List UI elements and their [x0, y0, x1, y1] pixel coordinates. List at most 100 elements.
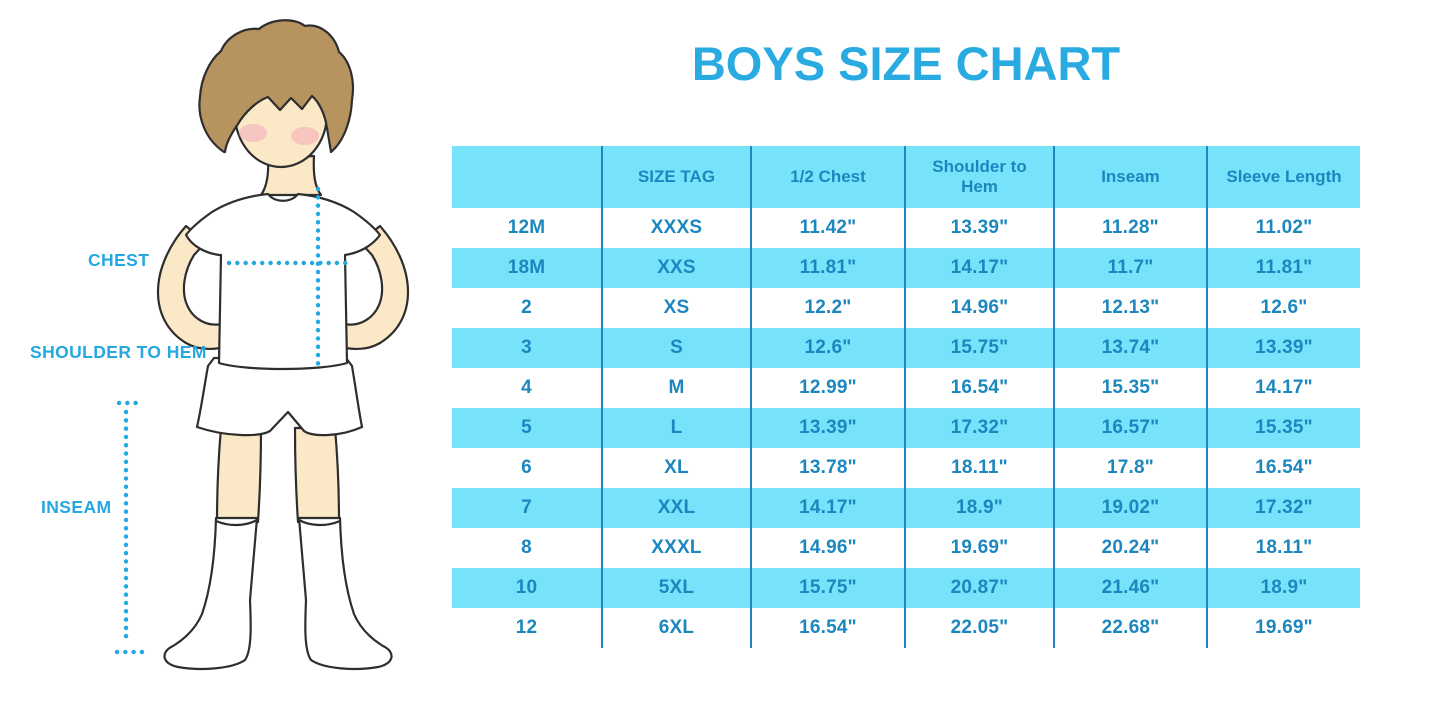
- table-cell: 17.8": [1055, 448, 1208, 488]
- table-row: 18M XXS 11.81" 14.17" 11.7" 11.81": [452, 248, 1360, 288]
- boy-left-leg: [215, 426, 263, 524]
- boy-shorts: [195, 356, 364, 437]
- table-cell: 19.69": [1255, 617, 1313, 638]
- table-cell: XXXL: [603, 528, 752, 568]
- table-row: 12M XXXS 11.42" 13.39" 11.28" 11.02": [452, 208, 1360, 248]
- table-cell: 14.96": [906, 288, 1055, 328]
- measurement-lines: [114, 186, 349, 655]
- size-cell: 7: [452, 488, 603, 528]
- boy-left-sock-cuff: [214, 518, 259, 527]
- table-cell: M: [603, 368, 752, 408]
- size-cell: 18M: [452, 248, 603, 288]
- table-row: 7 XXL 14.17" 18.9" 19.02" 17.32": [452, 488, 1360, 528]
- column-header: Sleeve Length: [1226, 166, 1342, 186]
- header-row: SIZE TAG 1/2 Chest Shoulder to Hem Inseam Sl…: [452, 146, 1360, 208]
- table-row: 12 6XL 16.54" 22.05" 22.68" 19.69": [452, 608, 1360, 648]
- table-cell: 18.11": [1255, 537, 1313, 558]
- table-cell: 17.32": [906, 408, 1055, 448]
- page-title: BOYS SIZE CHART: [691, 37, 1121, 90]
- table-cell: 14.96": [752, 528, 906, 568]
- table-cell: XS: [603, 288, 752, 328]
- boy-blush: [239, 124, 319, 145]
- column-header: [452, 146, 603, 208]
- column-header: Shoulder to Hem: [906, 146, 1055, 208]
- table-cell: 15.75": [752, 568, 906, 608]
- table-cell: 11.7": [1055, 248, 1208, 288]
- table-cell: 18.9": [906, 488, 1055, 528]
- table-cell: 16.57": [1055, 408, 1208, 448]
- size-table-header: SIZE TAG 1/2 Chest Shoulder to Hem Inseam Sl…: [452, 146, 1360, 208]
- size-cell: 12: [452, 608, 603, 648]
- table-cell: 16.54": [906, 368, 1055, 408]
- table-row: 5 L 13.39" 17.32" 16.57" 15.35": [452, 408, 1360, 448]
- table-row: 2 XS 12.2" 14.96" 12.13" 12.6": [452, 288, 1360, 328]
- size-cell: 12M: [452, 208, 603, 248]
- size-cell: 8: [452, 528, 603, 568]
- table-cell: 15.35": [1055, 368, 1208, 408]
- table-cell: 5XL: [603, 568, 752, 608]
- table-cell: XXS: [603, 248, 752, 288]
- boy-illustration: [114, 19, 410, 671]
- table-cell: S: [603, 328, 752, 368]
- size-cell: 10: [452, 568, 603, 608]
- table-cell: 17.32": [1255, 497, 1313, 518]
- table-cell: 14.17": [906, 248, 1055, 288]
- table-cell: 12.2": [752, 288, 906, 328]
- table-cell: 11.28": [1055, 208, 1208, 248]
- table-cell: 11.42": [752, 208, 906, 248]
- table-cell: 11.81": [1255, 257, 1313, 278]
- table-cell: L: [603, 408, 752, 448]
- size-table: SIZE TAG 1/2 Chest Shoulder to Hem Inseam Sl…: [452, 146, 1360, 648]
- boy-right-sock: [297, 516, 393, 671]
- chest-label: CHEST: [88, 250, 150, 270]
- table-cell: 12.13": [1055, 288, 1208, 328]
- table-cell: XXL: [603, 488, 752, 528]
- table-cell: XXXS: [603, 208, 752, 248]
- table-cell: 13.78": [752, 448, 906, 488]
- table-cell: 16.54": [1255, 457, 1313, 478]
- table-cell: 12.6": [752, 328, 906, 368]
- boy-left-sock: [163, 516, 259, 671]
- size-cell: 5: [452, 408, 603, 448]
- boy-right-arm: [342, 224, 410, 351]
- size-cell: 2: [452, 288, 603, 328]
- table-cell: 20.24": [1055, 528, 1208, 568]
- table-cell: 14.17": [752, 488, 906, 528]
- table-cell: 19.69": [906, 528, 1055, 568]
- column-header: Inseam: [1055, 146, 1208, 208]
- table-cell: 6XL: [603, 608, 752, 648]
- size-cell: 4: [452, 368, 603, 408]
- size-table-body: 12M XXXS 11.42" 13.39" 11.28" 11.02" 18M XXS 11.…: [452, 208, 1360, 648]
- table-cell: 20.87": [906, 568, 1055, 608]
- size-cell: 3: [452, 328, 603, 368]
- inseam-label: INSEAM: [41, 497, 112, 517]
- table-cell: 13.74": [1055, 328, 1208, 368]
- table-row: 3 S 12.6" 15.75" 13.74" 13.39": [452, 328, 1360, 368]
- table-cell: 11.02": [1255, 217, 1313, 238]
- table-cell: 13.39": [1255, 337, 1313, 358]
- table-cell: 12.6": [1260, 297, 1308, 318]
- table-row: 4 M 12.99" 16.54" 15.35" 14.17": [452, 368, 1360, 408]
- table-cell: XL: [603, 448, 752, 488]
- boy-shirt: [184, 192, 382, 371]
- boy-left-arm: [156, 224, 224, 351]
- table-cell: 18.11": [906, 448, 1055, 488]
- table-cell: 13.39": [906, 208, 1055, 248]
- column-header: 1/2 Chest: [752, 146, 906, 208]
- boy-right-sock-cuff: [297, 518, 342, 527]
- table-cell: 16.54": [752, 608, 906, 648]
- table-cell: 12.99": [752, 368, 906, 408]
- table-cell: 14.17": [1255, 377, 1313, 398]
- table-cell: 22.68": [1055, 608, 1208, 648]
- size-cell: 6: [452, 448, 603, 488]
- table-row: 6 XL 13.78" 18.11" 17.8" 16.54": [452, 448, 1360, 488]
- table-row: 10 5XL 15.75" 20.87" 21.46" 18.9": [452, 568, 1360, 608]
- table-cell: 13.39": [752, 408, 906, 448]
- table-row: 8 XXXL 14.96" 19.69" 20.24" 18.11": [452, 528, 1360, 568]
- column-header: SIZE TAG: [603, 146, 752, 208]
- boy-hair: [198, 19, 355, 154]
- table-cell: 21.46": [1055, 568, 1208, 608]
- table-cell: 15.35": [1255, 417, 1313, 438]
- shoulder-to-hem-label: SHOULDER TO HEM: [30, 342, 207, 362]
